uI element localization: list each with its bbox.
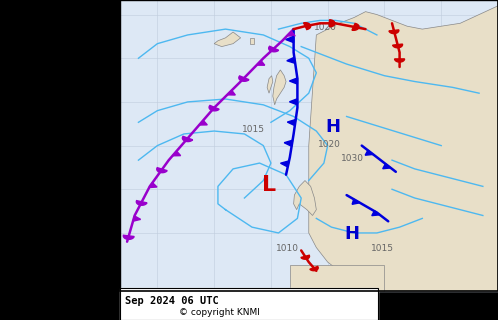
Polygon shape (289, 99, 297, 105)
Polygon shape (214, 32, 241, 47)
Text: L: L (262, 175, 276, 195)
Polygon shape (124, 235, 134, 239)
Bar (0, 0, 120, 320)
Polygon shape (209, 105, 219, 111)
Bar (120, 0, 498, 291)
Polygon shape (394, 59, 404, 62)
Polygon shape (280, 161, 289, 167)
Bar (120, 0, 498, 291)
Polygon shape (365, 150, 373, 155)
Text: 1015: 1015 (243, 125, 265, 134)
Polygon shape (182, 136, 193, 141)
Bar (120, 288, 378, 320)
Polygon shape (287, 31, 295, 36)
Polygon shape (267, 76, 273, 93)
Bar (0, 0, 120, 320)
Text: 1015: 1015 (371, 244, 394, 253)
Text: 1020: 1020 (314, 23, 337, 32)
Bar (120, 288, 378, 320)
Polygon shape (287, 119, 296, 126)
Polygon shape (304, 23, 311, 29)
Polygon shape (256, 60, 265, 65)
Polygon shape (287, 57, 295, 63)
Polygon shape (309, 0, 498, 291)
Polygon shape (273, 70, 286, 105)
Polygon shape (239, 76, 249, 81)
Polygon shape (294, 180, 316, 215)
Polygon shape (301, 255, 309, 259)
Polygon shape (372, 211, 380, 216)
Text: H: H (326, 118, 341, 136)
Polygon shape (389, 30, 399, 34)
Polygon shape (133, 216, 140, 221)
Polygon shape (383, 164, 391, 169)
Polygon shape (199, 120, 207, 125)
Polygon shape (284, 140, 293, 146)
Polygon shape (310, 267, 318, 271)
Polygon shape (352, 199, 360, 204)
Text: Sep 2024 06 UTC: Sep 2024 06 UTC (124, 296, 218, 306)
Polygon shape (330, 20, 335, 27)
Text: © copyright KNMI: © copyright KNMI (179, 308, 260, 317)
Polygon shape (289, 78, 297, 84)
Text: 1030: 1030 (341, 154, 364, 163)
Polygon shape (227, 90, 236, 95)
Polygon shape (286, 36, 294, 43)
Polygon shape (136, 201, 147, 205)
Polygon shape (290, 265, 384, 291)
Polygon shape (392, 44, 402, 48)
Polygon shape (149, 183, 157, 188)
Text: 1020: 1020 (318, 140, 341, 149)
Polygon shape (269, 46, 279, 52)
Polygon shape (172, 151, 181, 156)
Polygon shape (157, 168, 167, 173)
Polygon shape (250, 38, 254, 44)
Polygon shape (352, 23, 359, 30)
Text: 1010: 1010 (276, 244, 299, 253)
Text: H: H (345, 225, 360, 244)
